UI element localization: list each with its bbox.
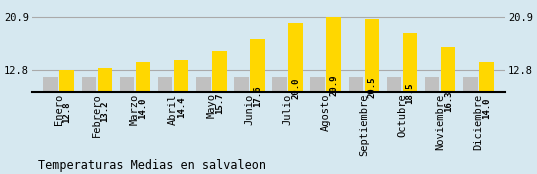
Text: 15.7: 15.7 [215, 92, 224, 114]
Bar [82, 77, 96, 155]
Text: 17.6: 17.6 [253, 86, 262, 107]
Bar [463, 77, 477, 155]
Text: 12.8: 12.8 [62, 102, 71, 123]
Bar [365, 19, 379, 155]
Bar [60, 70, 74, 155]
Bar [310, 77, 325, 155]
Text: 20.5: 20.5 [367, 76, 376, 98]
Bar [403, 33, 417, 155]
Text: 20.0: 20.0 [291, 78, 300, 100]
Text: 16.3: 16.3 [444, 90, 453, 112]
Bar [479, 62, 494, 155]
Text: Temperaturas Medias en salvaleon: Temperaturas Medias en salvaleon [38, 159, 266, 172]
Text: 14.0: 14.0 [139, 98, 148, 119]
Bar [288, 23, 303, 155]
Bar [349, 77, 363, 155]
Text: 13.2: 13.2 [100, 100, 110, 122]
Bar [98, 68, 112, 155]
Bar [43, 77, 58, 155]
Bar [212, 51, 227, 155]
Bar [196, 77, 211, 155]
Bar [387, 77, 401, 155]
Bar [250, 38, 265, 155]
Bar [120, 77, 134, 155]
Bar [158, 77, 172, 155]
Bar [326, 17, 341, 155]
Text: 14.4: 14.4 [177, 96, 186, 118]
Bar [425, 77, 439, 155]
Bar [272, 77, 287, 155]
Bar [234, 77, 249, 155]
Text: 18.5: 18.5 [405, 83, 415, 104]
Text: 20.9: 20.9 [329, 75, 338, 97]
Bar [174, 60, 188, 155]
Bar [441, 47, 455, 155]
Text: 14.0: 14.0 [482, 98, 491, 119]
Bar [136, 62, 150, 155]
